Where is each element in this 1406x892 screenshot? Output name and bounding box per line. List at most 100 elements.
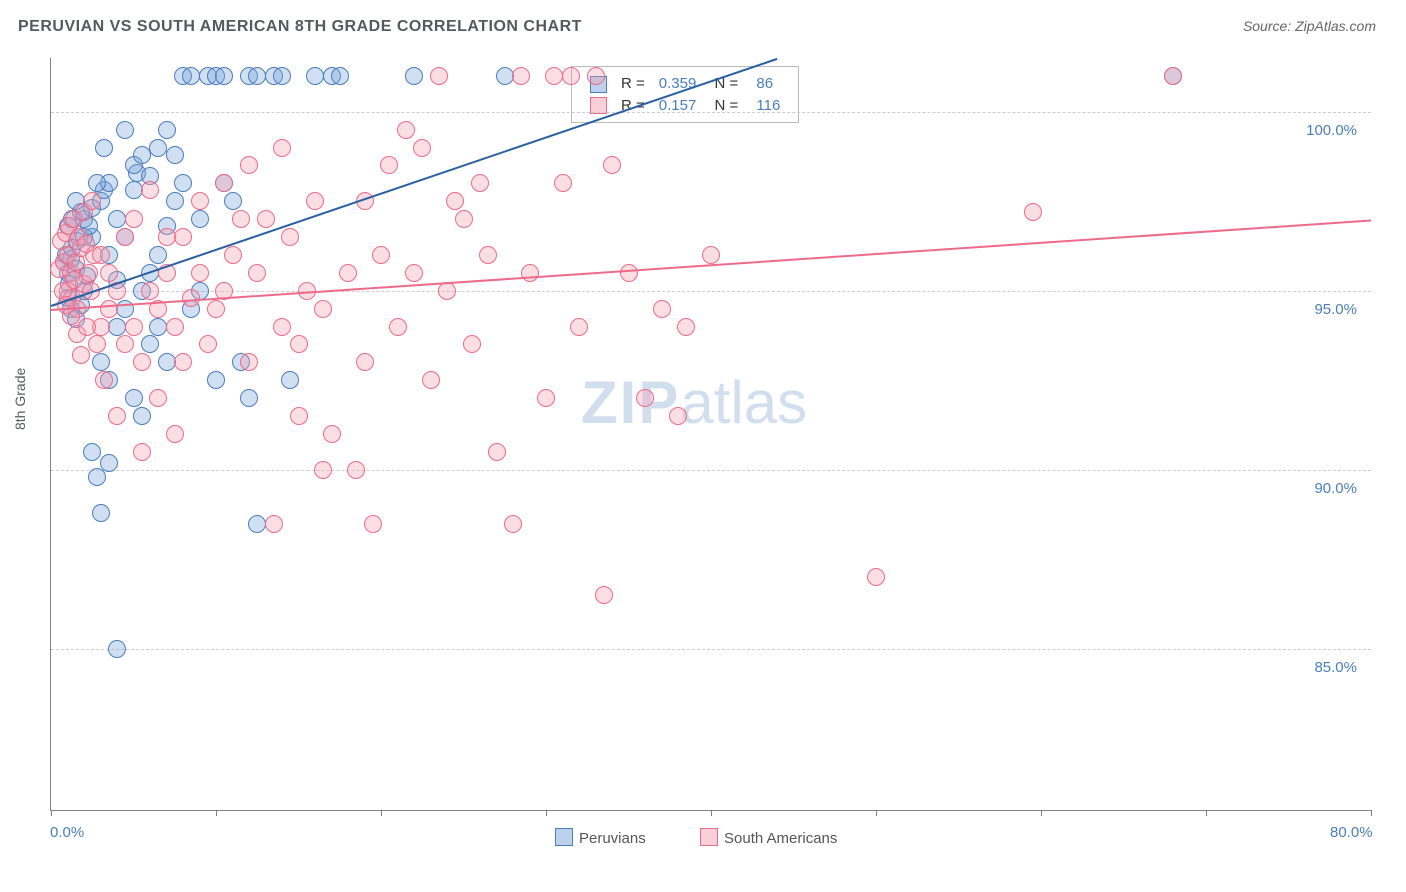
data-point-south_americans xyxy=(1164,67,1182,85)
data-point-peruvians xyxy=(125,389,143,407)
gridline xyxy=(51,470,1371,471)
data-point-peruvians xyxy=(281,371,299,389)
legend-label-peruvians: Peruvians xyxy=(579,830,646,847)
data-point-peruvians xyxy=(100,454,118,472)
data-point-peruvians xyxy=(125,181,143,199)
data-point-peruvians xyxy=(158,353,176,371)
data-point-south_americans xyxy=(364,515,382,533)
data-point-peruvians xyxy=(166,146,184,164)
data-point-south_americans xyxy=(620,264,638,282)
data-point-south_americans xyxy=(215,174,233,192)
data-point-south_americans xyxy=(677,318,695,336)
data-point-south_americans xyxy=(133,353,151,371)
data-point-peruvians xyxy=(149,318,167,336)
data-point-south_americans xyxy=(446,192,464,210)
data-point-south_americans xyxy=(603,156,621,174)
data-point-peruvians xyxy=(496,67,514,85)
data-point-peruvians xyxy=(92,353,110,371)
x-tick xyxy=(1206,810,1207,816)
chart-title: PERUVIAN VS SOUTH AMERICAN 8TH GRADE COR… xyxy=(18,18,582,36)
data-point-south_americans xyxy=(488,443,506,461)
x-tick xyxy=(711,810,712,816)
data-point-south_americans xyxy=(65,271,83,289)
data-point-south_americans xyxy=(224,246,242,264)
plot-area: ZIPatlas R =0.359 N = 86R =0.157 N = 116… xyxy=(50,58,1371,811)
y-tick-label: 100.0% xyxy=(1306,122,1357,139)
x-tick xyxy=(381,810,382,816)
data-point-south_americans xyxy=(149,389,167,407)
legend-label-south-americans: South Americans xyxy=(724,830,837,847)
data-point-south_americans xyxy=(116,228,134,246)
data-point-south_americans xyxy=(323,425,341,443)
data-point-peruvians xyxy=(166,192,184,210)
data-point-south_americans xyxy=(356,353,374,371)
data-point-south_americans xyxy=(372,246,390,264)
data-point-south_americans xyxy=(133,443,151,461)
data-point-south_americans xyxy=(389,318,407,336)
data-point-south_americans xyxy=(397,121,415,139)
y-tick-label: 85.0% xyxy=(1314,659,1357,676)
data-point-south_americans xyxy=(306,192,324,210)
legend-swatch-pink xyxy=(700,828,718,846)
gridline xyxy=(51,112,1371,113)
data-point-peruvians xyxy=(174,174,192,192)
data-point-south_americans xyxy=(512,67,530,85)
data-point-south_americans xyxy=(653,300,671,318)
data-point-peruvians xyxy=(108,640,126,658)
data-point-south_americans xyxy=(380,156,398,174)
x-tick xyxy=(546,810,547,816)
x-tick-label: 80.0% xyxy=(1330,824,1373,841)
data-point-peruvians xyxy=(207,371,225,389)
data-point-south_americans xyxy=(125,318,143,336)
data-point-peruvians xyxy=(240,389,258,407)
data-point-south_americans xyxy=(158,228,176,246)
data-point-south_americans xyxy=(422,371,440,389)
data-point-south_americans xyxy=(504,515,522,533)
data-point-peruvians xyxy=(405,67,423,85)
data-point-peruvians xyxy=(108,318,126,336)
data-point-peruvians xyxy=(224,192,242,210)
x-tick xyxy=(51,810,52,816)
data-point-peruvians xyxy=(116,300,134,318)
stats-box: R =0.359 N = 86R =0.157 N = 116 xyxy=(571,66,799,123)
gridline xyxy=(51,649,1371,650)
data-point-south_americans xyxy=(199,335,217,353)
data-point-south_americans xyxy=(587,67,605,85)
data-point-peruvians xyxy=(158,121,176,139)
data-point-south_americans xyxy=(471,174,489,192)
data-point-south_americans xyxy=(339,264,357,282)
data-point-south_americans xyxy=(281,228,299,246)
data-point-south_americans xyxy=(174,353,192,371)
x-tick xyxy=(876,810,877,816)
source-link[interactable]: ZipAtlas.com xyxy=(1295,18,1376,34)
statbox-r-label: R = xyxy=(615,74,651,94)
data-point-south_americans xyxy=(537,389,555,407)
trendline-south_americans xyxy=(51,219,1371,311)
x-tick xyxy=(1041,810,1042,816)
data-point-peruvians xyxy=(141,335,159,353)
data-point-peruvians xyxy=(273,67,291,85)
data-point-peruvians xyxy=(306,67,324,85)
data-point-south_americans xyxy=(100,300,118,318)
data-point-south_americans xyxy=(174,228,192,246)
data-point-south_americans xyxy=(240,353,258,371)
x-tick-label: 0.0% xyxy=(50,824,84,841)
data-point-south_americans xyxy=(290,335,308,353)
data-point-south_americans xyxy=(545,67,563,85)
data-point-peruvians xyxy=(149,139,167,157)
data-point-south_americans xyxy=(78,318,96,336)
data-point-south_americans xyxy=(479,246,497,264)
statbox-n-value-peruvians: 86 xyxy=(746,74,786,94)
watermark: ZIPatlas xyxy=(581,368,807,437)
data-point-south_americans xyxy=(257,210,275,228)
x-tick xyxy=(1371,810,1372,816)
data-point-south_americans xyxy=(100,264,118,282)
data-point-south_americans xyxy=(455,210,473,228)
data-point-south_americans xyxy=(207,300,225,318)
data-point-south_americans xyxy=(191,192,209,210)
data-point-peruvians xyxy=(248,515,266,533)
legend-south-americans: South Americans xyxy=(700,828,837,847)
data-point-south_americans xyxy=(92,246,110,264)
data-point-south_americans xyxy=(77,235,95,253)
data-point-peruvians xyxy=(83,443,101,461)
